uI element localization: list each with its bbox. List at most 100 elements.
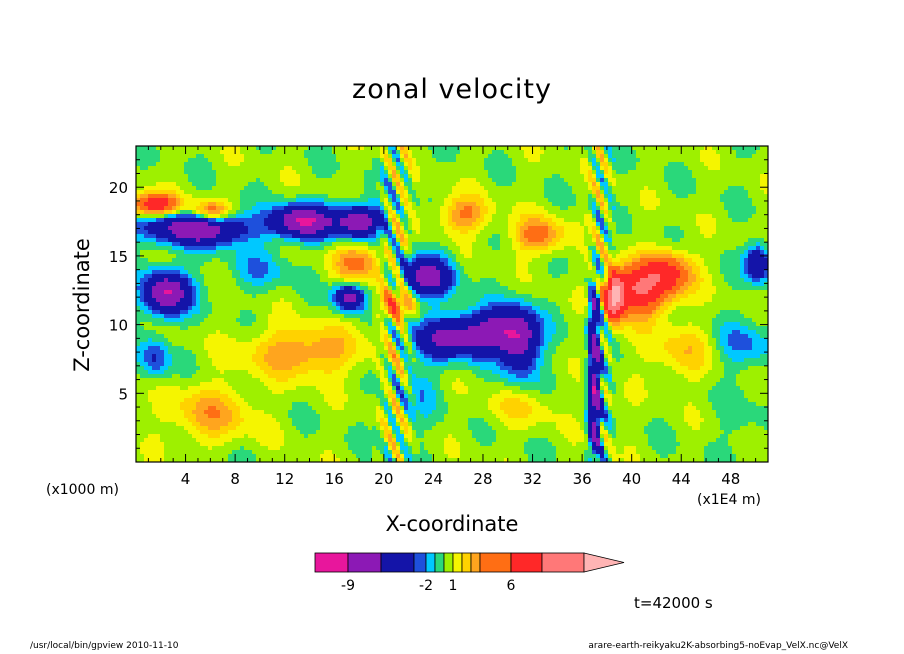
field-cell <box>640 402 689 407</box>
field-cell <box>600 258 605 263</box>
field-cell <box>408 358 413 363</box>
field-cell <box>208 414 221 419</box>
field-cell <box>392 318 397 323</box>
field-cell <box>584 342 589 347</box>
field-cell <box>604 278 609 283</box>
field-cell <box>556 450 585 455</box>
field-cell <box>596 454 601 459</box>
field-cell <box>740 262 745 267</box>
field-cell <box>380 386 385 391</box>
field-cell <box>392 426 401 431</box>
field-cell <box>616 450 625 455</box>
field-cell <box>380 174 389 179</box>
field-cell <box>456 278 461 283</box>
field-cell <box>612 394 625 399</box>
field-cell <box>136 286 145 291</box>
field-cell <box>628 170 665 175</box>
field-cell <box>164 362 173 367</box>
field-cell <box>392 434 397 439</box>
field-cell <box>392 414 397 419</box>
field-cell <box>388 334 393 339</box>
field-cell <box>548 222 557 227</box>
field-cell <box>368 294 373 299</box>
field-cell <box>188 270 201 275</box>
field-cell <box>704 330 713 335</box>
field-cell <box>304 242 321 247</box>
field-cell <box>552 334 569 339</box>
field-cell <box>404 306 409 311</box>
field-cell <box>388 422 393 427</box>
field-cell <box>340 222 373 227</box>
field-cell <box>552 338 565 343</box>
field-cell <box>712 278 725 283</box>
field-cell <box>636 162 669 167</box>
field-cell <box>592 174 597 179</box>
field-cell <box>296 374 349 379</box>
field-cell <box>764 250 768 255</box>
field-cell <box>740 266 745 271</box>
field-cell <box>588 302 593 307</box>
field-cell <box>496 206 513 211</box>
field-cell <box>600 306 605 311</box>
field-cell <box>192 274 205 279</box>
field-cell <box>584 254 589 259</box>
field-cell <box>408 390 413 395</box>
field-cell <box>700 274 713 279</box>
field-cell <box>676 294 689 299</box>
field-cell <box>316 386 345 391</box>
field-cell <box>604 454 609 459</box>
field-cell <box>136 222 149 227</box>
field-cell <box>584 234 593 239</box>
field-cell <box>288 378 345 383</box>
footer-filename: arare-earth-reikyaku2K-absorbing5-noEvap… <box>588 641 848 651</box>
field-cell <box>260 378 277 383</box>
field-cell <box>424 434 449 439</box>
field-cell <box>384 202 389 207</box>
field-cell <box>156 242 173 247</box>
field-cell <box>612 310 617 315</box>
field-cell <box>752 202 768 207</box>
field-cell <box>268 318 341 323</box>
field-cell <box>308 158 337 163</box>
field-cell <box>408 186 413 191</box>
field-cell <box>520 334 533 339</box>
field-cell <box>380 182 385 187</box>
field-cell <box>408 194 413 199</box>
field-cell <box>604 418 609 423</box>
field-cell <box>268 314 301 319</box>
field-cell <box>392 342 397 347</box>
field-cell <box>192 306 201 311</box>
field-cell <box>344 306 357 311</box>
field-cell <box>584 294 589 299</box>
field-cell <box>404 258 409 263</box>
field-cell <box>632 262 649 267</box>
field-cell <box>724 370 741 375</box>
field-cell <box>392 450 401 455</box>
field-cell <box>684 374 705 379</box>
field-cell <box>604 270 609 275</box>
field-cell <box>540 326 545 331</box>
field-cell <box>452 294 485 299</box>
field-cell <box>196 358 213 363</box>
field-cell <box>608 410 613 415</box>
field-cell <box>404 182 413 187</box>
field-cell <box>376 262 381 267</box>
field-cell <box>332 298 337 303</box>
field-cell <box>216 206 225 211</box>
field-cell <box>160 418 189 423</box>
field-cell <box>256 294 301 299</box>
field-cell <box>396 286 401 291</box>
field-cell <box>424 314 461 319</box>
field-cell <box>516 250 553 255</box>
field-cell <box>396 370 401 375</box>
colorbar-segment <box>413 552 427 573</box>
field-cell <box>380 338 385 343</box>
field-cell <box>392 378 397 383</box>
field-cell <box>384 154 389 159</box>
field-cell <box>364 306 369 311</box>
field-cell <box>620 322 657 327</box>
field-cell <box>672 322 689 327</box>
field-cell <box>236 250 269 255</box>
field-cell <box>608 366 613 371</box>
field-cell <box>356 294 365 299</box>
